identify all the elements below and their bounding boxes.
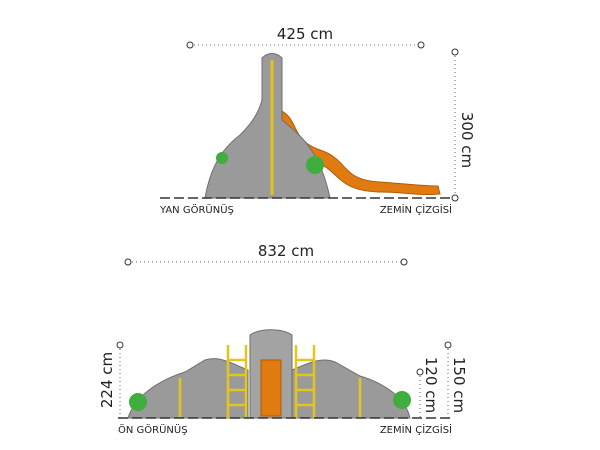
dimension-end [444,341,452,349]
dimension-end [116,341,124,349]
dimension-end [186,41,194,49]
ladders [178,345,362,418]
dimension-end [417,41,425,49]
height-label: 300 cm [458,112,476,168]
width-label: 425 cm [277,25,333,43]
decor [129,393,147,411]
width-label: 832 cm [258,242,314,260]
decor [393,391,411,409]
dimension-end [451,48,459,56]
view-label: YAN GÖRÜNÜŞ [159,203,234,216]
front-view: 832 cm 224 cm 120 cm 150 cm ÖN GÖRÜNÜŞ Z… [98,242,468,436]
decor [306,156,324,174]
outer-height-label: 150 cm [450,357,468,413]
height-label: 224 cm [98,352,116,408]
ground-label: ZEMİN ÇİZGİSİ [380,423,452,436]
decor [216,152,228,164]
rock-wing [127,358,249,419]
dimension-end [416,368,424,376]
side-view: 425 cm 300 cm YAN GÖRÜNÜŞ ZEMİN ÇİZGİSİ [159,25,476,216]
inner-height-label: 120 cm [422,357,440,413]
dimension-end [400,258,408,266]
slide [260,359,282,417]
dimension-end [451,194,459,202]
rock-tower [204,53,331,199]
view-label: ÖN GÖRÜNÜŞ [118,423,188,436]
ground-label: ZEMİN ÇİZGİSİ [380,203,452,216]
dimension-end [124,258,132,266]
